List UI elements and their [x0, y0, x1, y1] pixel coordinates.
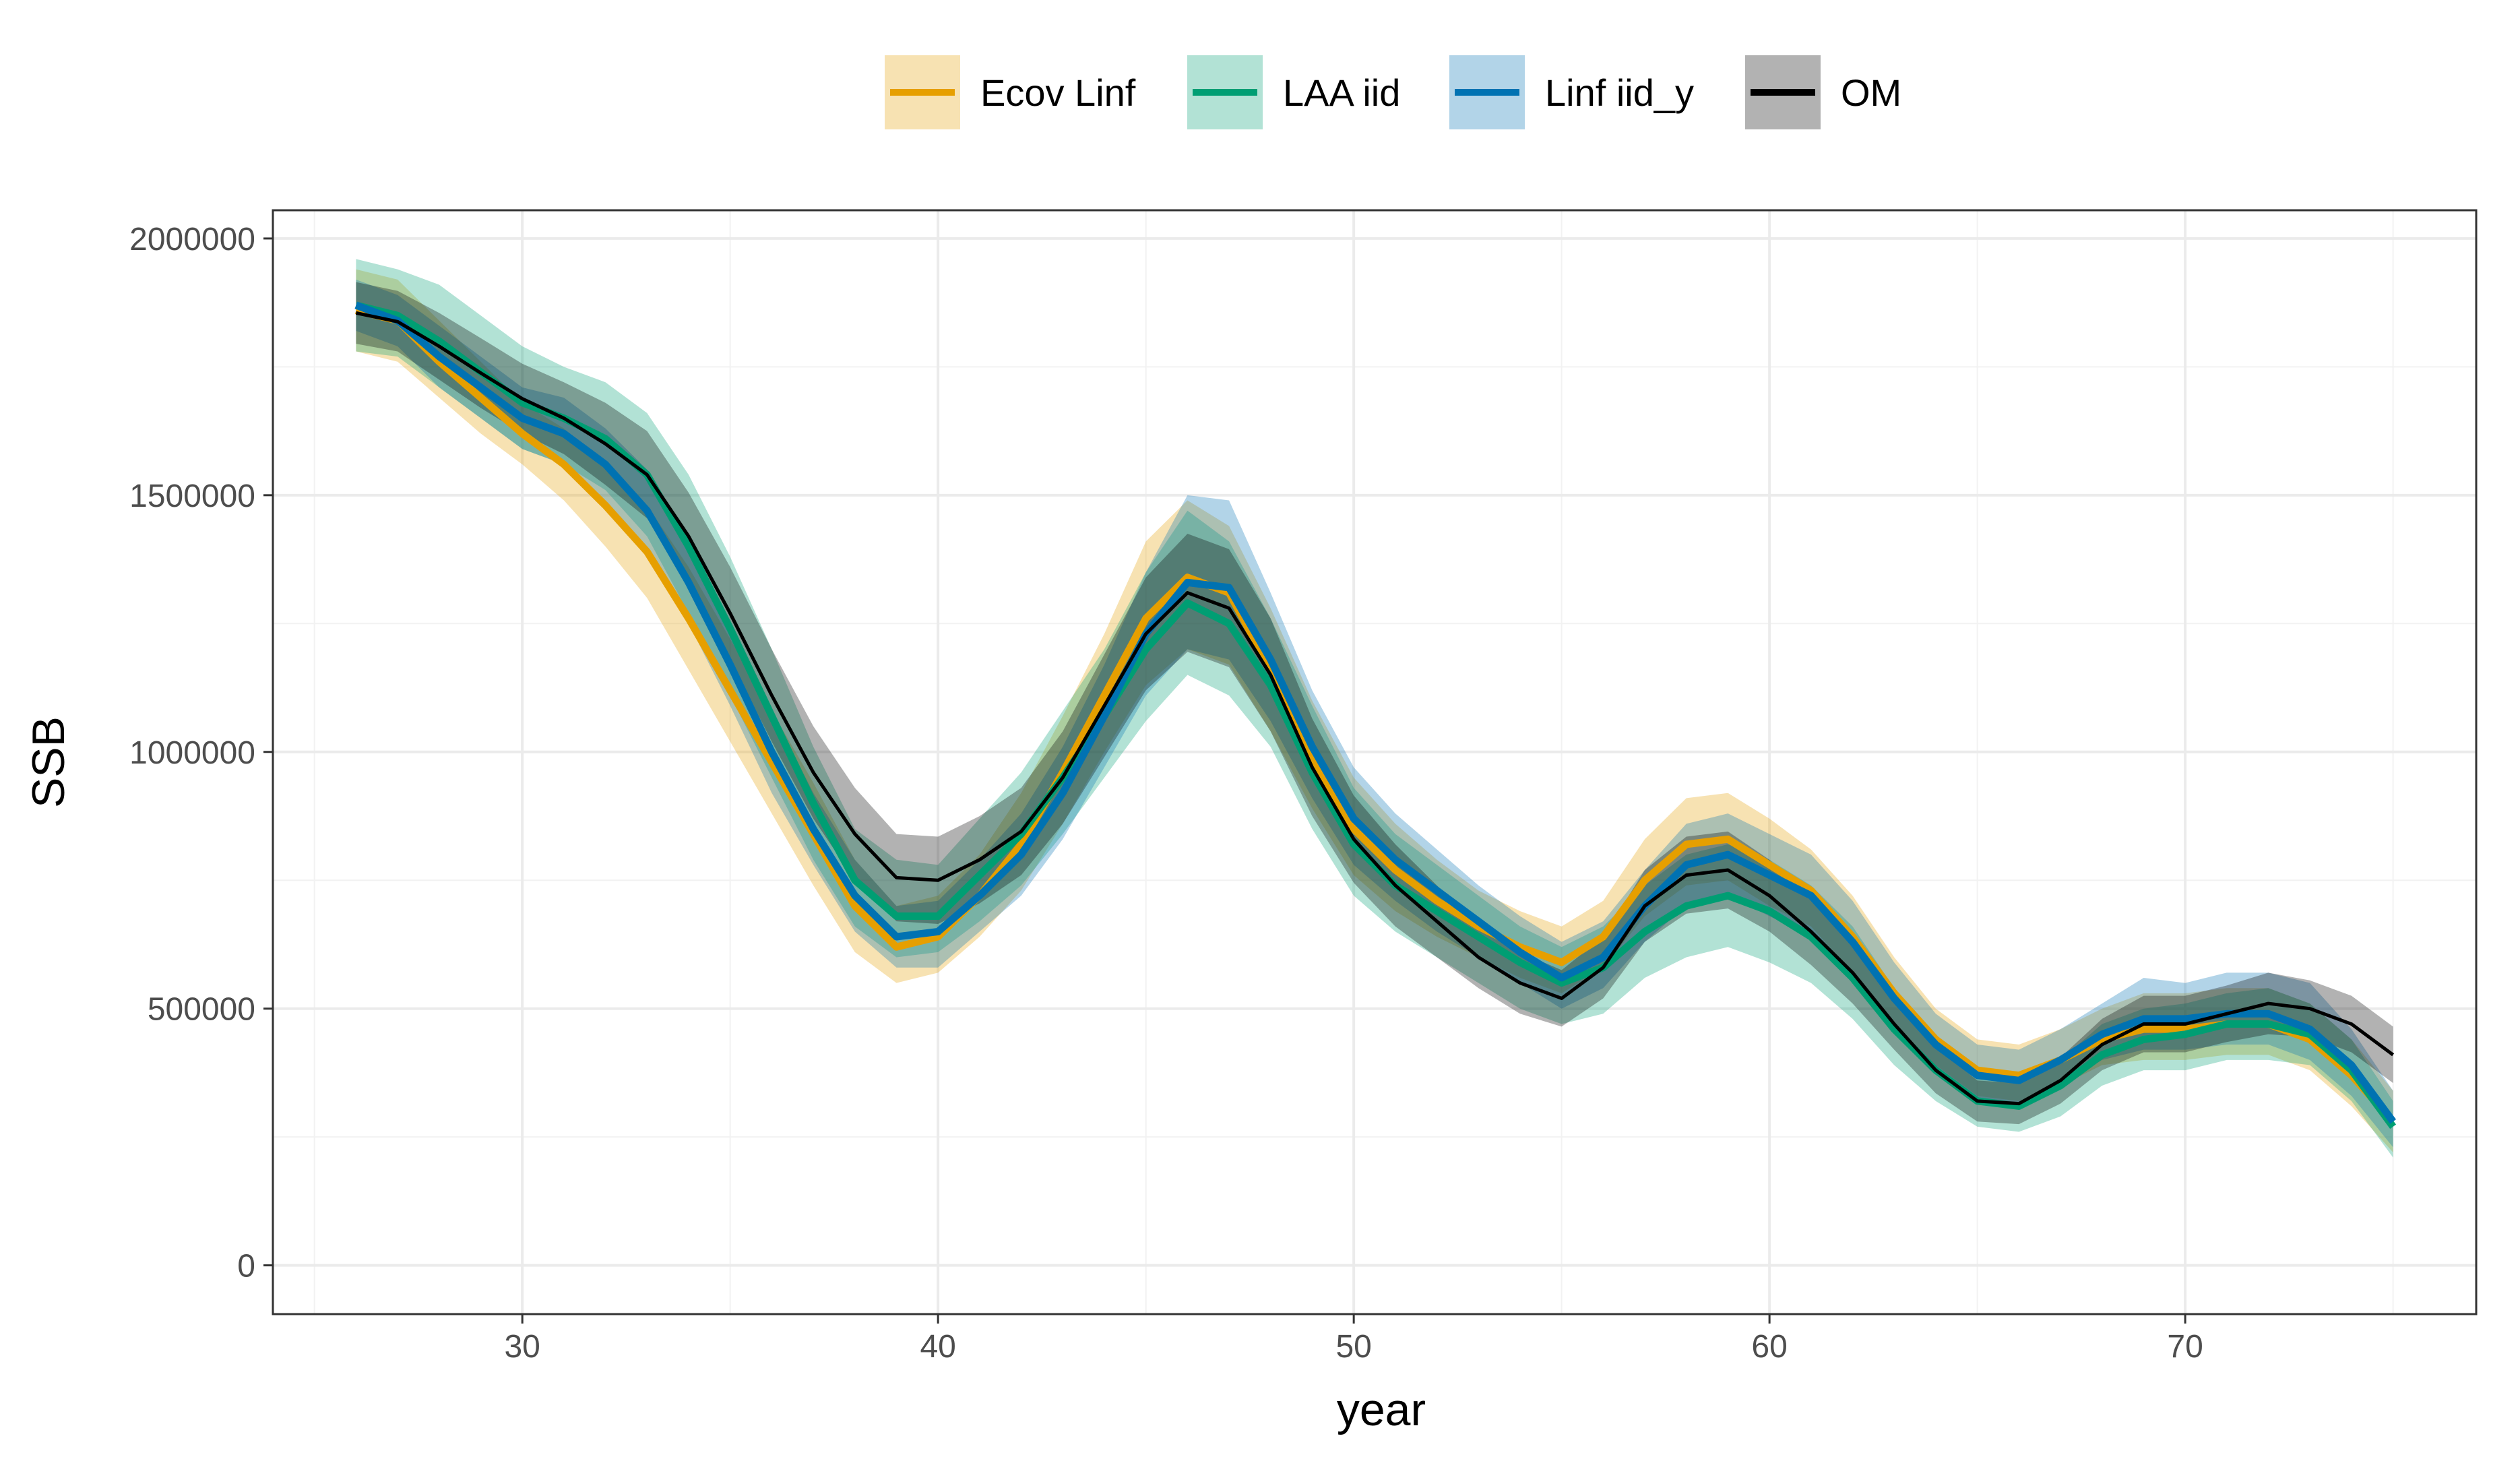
x-tick-label-30: 30 [504, 1329, 540, 1365]
legend-item-om: OM [1745, 55, 1901, 129]
y-tick-label-2000000: 2000000 [129, 222, 255, 257]
legend-item-linf-iid-y: Linf iid_y [1449, 55, 1694, 129]
minor-gridlines [273, 210, 2476, 1314]
x-tick-label-60: 60 [1751, 1329, 1787, 1365]
x-tick-label-50: 50 [1335, 1329, 1371, 1365]
om-line [355, 311, 2395, 1106]
y-tick-label-0: 0 [237, 1249, 255, 1284]
ecov-linf-ribbon [356, 269, 2393, 1153]
legend-item-ecov-linf: Ecov Linf [885, 55, 1136, 129]
legend-label-linf-iid-y: Linf iid_y [1545, 71, 1694, 114]
axis-ticks [263, 237, 2186, 1324]
linf-iid-y-line [354, 301, 2397, 1124]
x-tick-label-70: 70 [2167, 1329, 2203, 1365]
laa-iid-ribbon [356, 259, 2393, 1158]
legend-label-laa-iid: LAA iid [1283, 71, 1400, 114]
legend-label-ecov-linf: Ecov Linf [980, 71, 1136, 114]
linf-iid-y-ribbon [356, 279, 2393, 1148]
y-tick-label-500000: 500000 [148, 992, 255, 1028]
axis-tick-labels: 30 40 50 60 70 0 500000 1000000 1500000 2000000 [129, 222, 2203, 1365]
x-tick-label-40: 40 [920, 1329, 955, 1365]
major-gridlines [273, 210, 2476, 1314]
laa-iid-line [355, 301, 2397, 1129]
legend-label-om: OM [1841, 71, 1901, 114]
y-tick-label-1500000: 1500000 [129, 478, 255, 514]
x-axis-title: year [1337, 1384, 1426, 1435]
y-axis-title: SSB [23, 716, 74, 808]
y-tick-label-1000000: 1000000 [129, 735, 255, 771]
plot-panel-border [272, 209, 2478, 1315]
series-lines [354, 301, 2397, 1129]
legend-item-laa-iid: LAA iid [1187, 55, 1400, 129]
legend: Ecov Linf LAA iid Linf iid_y OM [885, 55, 1901, 129]
